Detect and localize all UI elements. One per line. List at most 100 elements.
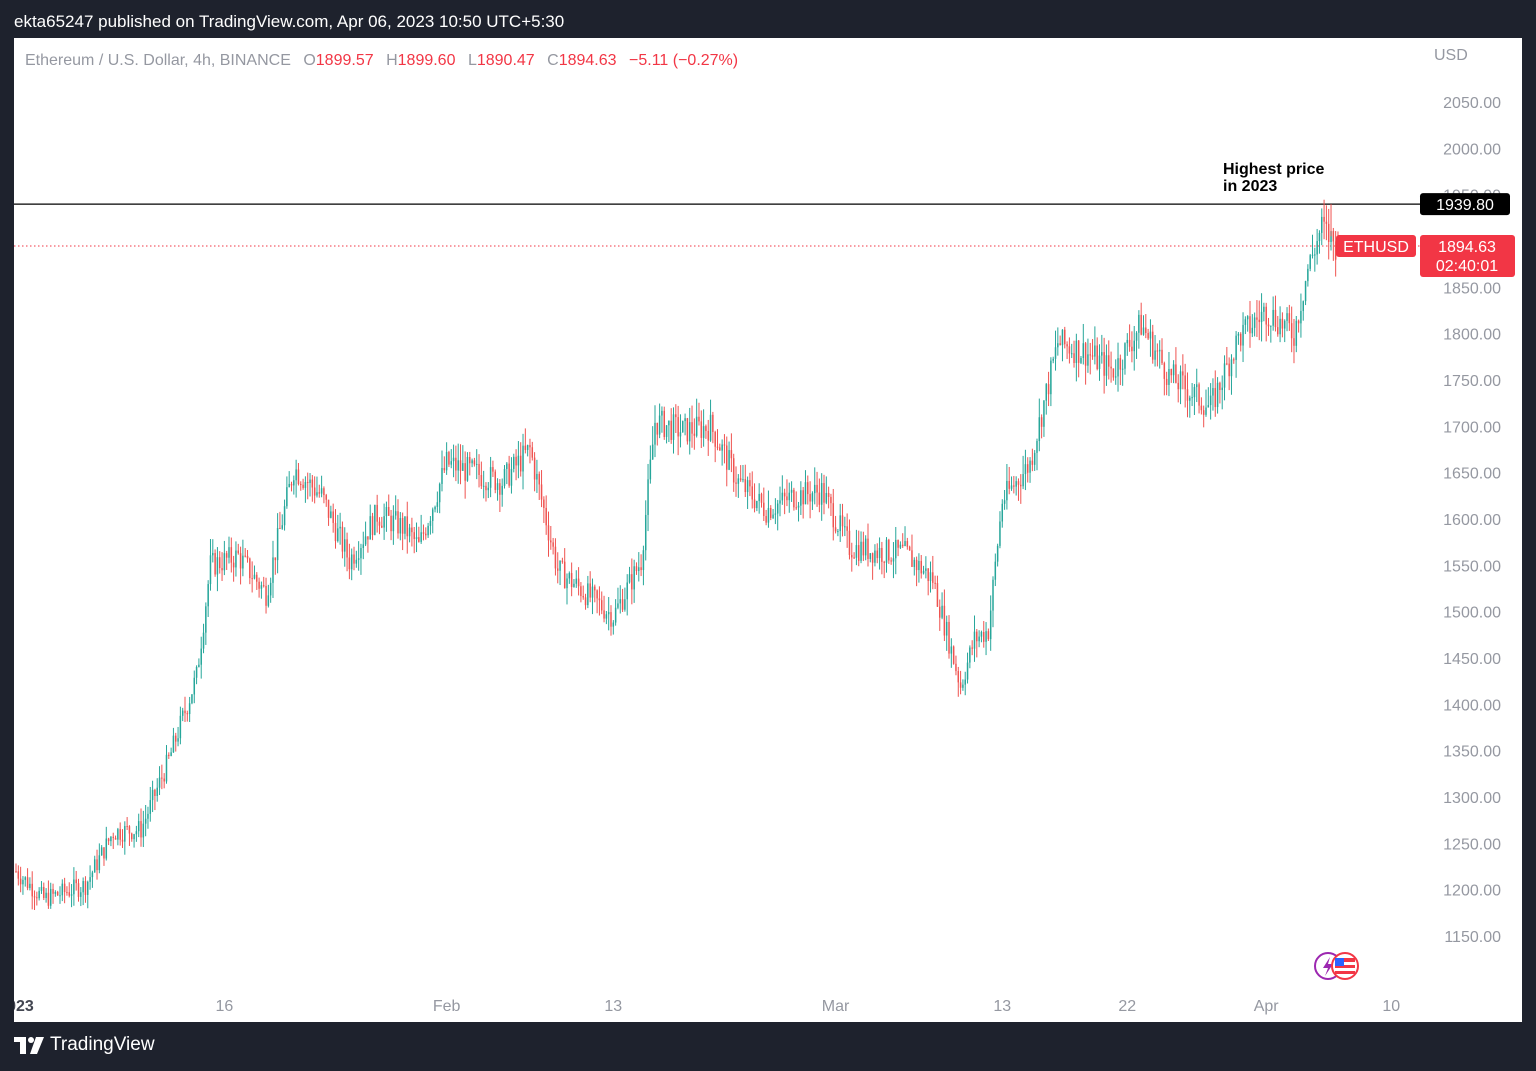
candle-body [202,632,205,649]
candle-body [1235,335,1237,360]
candle-body [952,646,955,664]
y-tick-label: 2050.00 [1443,95,1501,112]
candle-body [494,471,496,490]
candle-body [1209,395,1212,406]
candle-body [656,422,659,435]
candle-body [415,537,418,540]
candle-body [448,452,450,465]
candle-body [890,560,892,562]
candle-body [144,818,147,824]
candle-body [647,479,649,515]
legend-close-label: C [547,52,559,69]
legend-high-label: H [386,52,398,69]
candle-body [855,545,858,558]
candle-body [253,574,256,579]
candle-body [753,499,756,509]
candle-body [885,539,888,563]
candle-body [499,483,501,495]
candle-body [999,521,1001,546]
candle-body [33,896,36,898]
candle-body [1054,347,1057,359]
candle-body [1152,331,1154,360]
candle-body [1024,464,1027,475]
x-tick-label: Feb [433,998,461,1015]
candle-body [985,631,987,642]
candle-body [950,646,953,654]
candle-body [154,789,156,796]
symbol-badge [1336,234,1416,257]
candle-body [679,432,682,437]
candle-body [84,881,87,895]
candle-body [200,648,202,665]
candle-body [1223,363,1226,388]
candle-body [883,561,885,563]
candle-body [457,460,459,471]
candle-body [913,559,916,567]
candle-body [765,516,767,523]
candle-body [216,557,219,575]
candle-body [908,546,911,551]
candle-body [672,414,675,440]
candle-body [682,421,684,433]
candle-body [309,479,311,484]
candle-body [1161,349,1163,364]
chart-panel[interactable]: 1150.00 1200.00 1250.00 1300.00 1350.00 1400.… [14,38,1522,1022]
candle-body [994,561,997,580]
footer-brand[interactable]: TradingView [14,1034,155,1056]
candle-body [174,735,177,742]
candle-body [397,511,399,534]
candle-body [1029,460,1031,473]
candle-body [1068,346,1071,354]
candle-body [75,879,77,884]
candle-body [1246,316,1249,320]
candle-body [1131,346,1133,352]
candle-body [631,574,633,590]
candle-body [450,461,453,465]
candle-body [119,829,121,840]
candle-body [568,573,571,579]
candle-body [788,492,791,501]
candle-body [1233,359,1235,361]
candle-body [70,894,73,896]
candle-body [1228,363,1230,377]
candle-body [575,578,578,584]
candle-body [1154,350,1156,360]
candle-body [1110,366,1112,369]
candle-body [478,463,480,475]
candle-body [1022,474,1024,487]
last-price-value: 1894.63 [1438,239,1496,256]
candle-body [306,482,309,484]
candlestick-chart[interactable]: 1150.00 1200.00 1250.00 1300.00 1350.00 1400.… [14,38,1522,1022]
candle-body [364,536,367,545]
candle-body [612,622,615,627]
highline-value: 1939.80 [1436,197,1494,214]
candle-body [605,614,608,619]
candle-body [168,754,170,756]
candle-body [698,416,700,422]
x-tick-label: Mar [822,998,850,1015]
symbol-badge-text: ETHUSD [1343,239,1409,256]
legend-low-label: L [467,52,477,69]
candle-body [445,452,448,471]
candle-body [867,538,869,559]
candle-body [1272,309,1274,326]
candle-body [411,527,413,533]
countdown-value: 02:40:01 [1436,258,1498,275]
candle-body [538,473,540,485]
candle-body [776,503,779,514]
candle-body [290,483,293,486]
candle-body [235,550,237,568]
x-tick-label: 10 [1382,998,1400,1015]
candle-body [300,483,302,485]
candle-body [151,789,154,801]
candle-body [482,485,485,487]
candle-body [1108,355,1110,367]
candle-body [124,826,126,842]
candle-body [302,484,304,488]
candle-body [1316,241,1318,255]
candle-body [580,586,582,597]
candle-body [936,583,939,607]
candle-body [1330,231,1332,243]
candle-body [802,490,804,505]
candle-body [876,550,878,559]
